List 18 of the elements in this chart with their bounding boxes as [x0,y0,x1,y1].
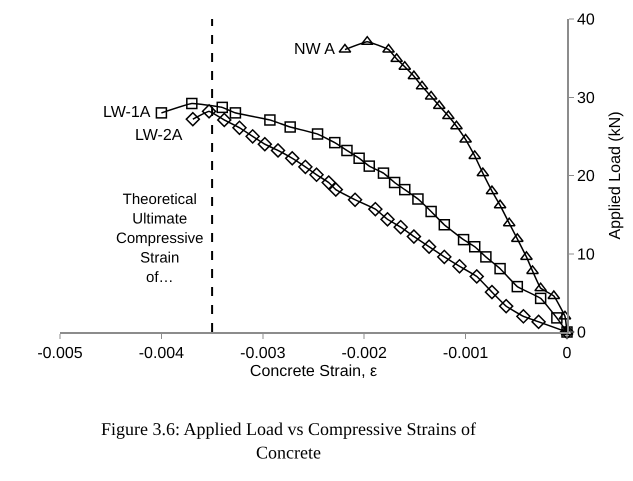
y-tick-label: 30 [576,90,595,107]
x-tick-label: -0.004 [138,344,184,362]
x-tick-label: -0.003 [240,344,286,362]
y-tick-label: 10 [576,246,595,264]
x-tick-label: -0.001 [442,344,488,362]
x-tick-label: 0 [562,344,572,362]
series-label: LW-2A [135,127,183,144]
x-tick-label: -0.005 [37,344,83,362]
series-label: NW A [294,41,336,58]
ref-line-label: Theoretical Ultimate Compressive Strain of… [116,191,204,286]
y-tick-label: 0 [576,324,586,342]
caption: Figure 3.6: Applied Load vs Compressive Strains of Concrete [101,419,476,462]
y-axis-title: Applied Load (kN) [607,111,624,240]
y-tick-label: 20 [576,168,595,186]
series-label: LW-1A [103,104,151,121]
x-axis-title: Concrete Strain, ε [250,363,378,380]
x-tick-label: -0.002 [342,344,387,362]
y-tick-label: 40 [576,12,595,29]
